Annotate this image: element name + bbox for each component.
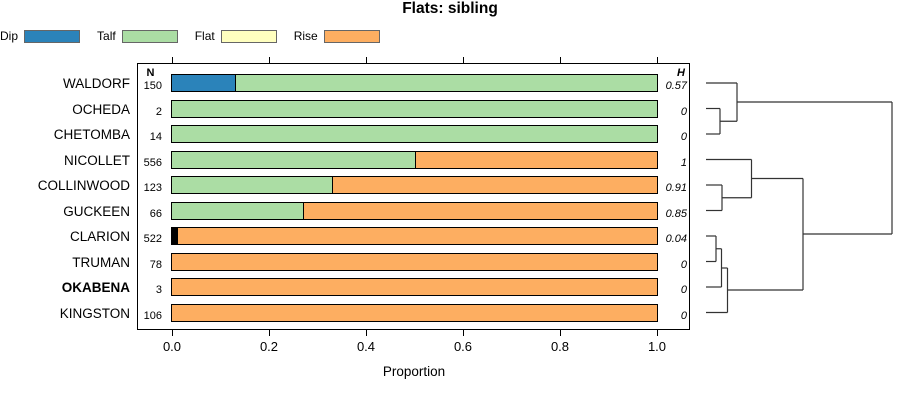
row-label: OCHEDA xyxy=(72,101,130,117)
row-label: NICOLLET xyxy=(63,152,130,168)
stacked-bar xyxy=(171,74,658,92)
stacked-bar xyxy=(171,150,658,169)
bar-segment-talf xyxy=(172,151,415,168)
n-value: 66 xyxy=(149,207,162,220)
axis-tick-label: 0.0 xyxy=(162,339,182,354)
stacked-bar xyxy=(171,278,658,296)
axis-tick-label: 0.2 xyxy=(259,339,279,354)
row-label: TRUMAN xyxy=(72,254,130,270)
legend-label: Dip xyxy=(0,29,19,43)
bar-segment-rise xyxy=(302,202,657,219)
legend: Dip Talf Flat Rise xyxy=(0,29,380,43)
stacked-bar xyxy=(171,201,658,220)
n-value: 78 xyxy=(149,258,162,271)
axis-tick-label: 0.8 xyxy=(550,339,570,354)
n-value: 3 xyxy=(155,284,162,296)
bar-segment-talf xyxy=(172,126,657,142)
legend-label: Talf xyxy=(97,29,116,43)
legend-swatch-flat xyxy=(220,29,277,43)
row-label: KINGSTON xyxy=(59,305,130,321)
axis-tick-label: 1.0 xyxy=(647,339,667,354)
h-value: 0 xyxy=(680,105,687,118)
n-value: 2 xyxy=(155,105,162,118)
chart-title: Flats: sibling xyxy=(402,0,498,17)
bar-segment-rise xyxy=(176,228,657,244)
axis-tick-top xyxy=(172,57,173,63)
h-value: 0 xyxy=(680,309,687,322)
bar-segment-rise xyxy=(414,151,657,168)
axis-tick-top xyxy=(269,57,270,63)
axis-tick-bottom xyxy=(657,330,658,336)
h-value: 0 xyxy=(680,131,687,143)
stacked-bar xyxy=(171,125,658,143)
axis-tick-bottom xyxy=(560,330,561,336)
row-label: COLLINWOOD xyxy=(37,178,130,193)
bar-segment-talf xyxy=(172,177,333,193)
bar-segment-dip xyxy=(172,75,236,91)
bar-segment-rise xyxy=(172,253,657,270)
row-label: CLARION xyxy=(69,229,130,244)
bar-segment-talf xyxy=(172,228,177,244)
legend-item-talf: Talf xyxy=(97,29,178,43)
axis-tick-top xyxy=(657,57,658,63)
h-value: 0 xyxy=(680,258,687,271)
bar-segment-talf xyxy=(172,202,303,219)
bar-segment-rise xyxy=(332,177,657,193)
bar-segment-talf xyxy=(235,75,657,91)
n-value: 106 xyxy=(143,309,162,322)
legend-label: Rise xyxy=(293,29,318,43)
stacked-bar xyxy=(171,176,658,194)
row-label: WALDORF xyxy=(63,76,130,91)
legend-label: Flat xyxy=(194,29,215,43)
h-value: 1 xyxy=(680,156,687,169)
bar-segment-rise xyxy=(172,279,657,295)
h-value: 0.91 xyxy=(665,182,687,194)
row-label: CHETOMBA xyxy=(53,127,130,142)
legend-item-flat: Flat xyxy=(195,29,277,43)
row-label: OKABENA xyxy=(61,280,130,295)
axis-tick-bottom xyxy=(269,330,270,336)
axis-tick-bottom xyxy=(366,330,367,336)
n-value: 556 xyxy=(143,156,162,169)
axis-tick-top xyxy=(463,57,464,63)
legend-item-dip: Dip xyxy=(0,29,81,43)
bar-segment-rise xyxy=(172,304,657,321)
n-column-header: N xyxy=(146,67,155,79)
h-column-header: H xyxy=(677,67,685,79)
plot-box xyxy=(137,63,690,330)
axis-tick-bottom xyxy=(463,330,464,336)
h-value: 0.04 xyxy=(665,233,687,245)
stacked-bar xyxy=(171,303,658,322)
legend-swatch-dip xyxy=(24,29,81,43)
row-label: GUCKEEN xyxy=(63,203,130,219)
h-value: 0.57 xyxy=(665,80,687,92)
bar-segment-talf xyxy=(172,100,657,117)
n-value: 14 xyxy=(149,131,162,143)
axis-tick-label: 0.6 xyxy=(453,339,473,354)
n-value: 123 xyxy=(143,182,162,194)
n-value: 150 xyxy=(143,80,162,92)
legend-item-rise: Rise xyxy=(294,29,380,43)
axis-tick-top xyxy=(560,57,561,63)
h-value: 0.85 xyxy=(665,207,687,220)
stacked-bar xyxy=(171,227,658,245)
axis-tick-bottom xyxy=(172,330,173,336)
legend-swatch-talf xyxy=(121,29,178,43)
x-axis-label: Proportion xyxy=(382,364,446,379)
axis-tick-label: 0.4 xyxy=(356,339,376,354)
legend-swatch-rise xyxy=(323,29,380,43)
axis-tick-top xyxy=(366,57,367,63)
stacked-bar xyxy=(171,99,658,118)
h-value: 0 xyxy=(680,284,687,296)
stacked-bar xyxy=(171,252,658,271)
n-value: 522 xyxy=(143,233,162,245)
